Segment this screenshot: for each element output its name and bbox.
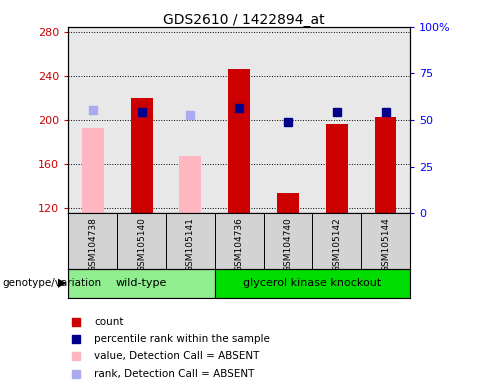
Text: genotype/variation: genotype/variation (2, 278, 102, 288)
Bar (375, 117, 396, 213)
Bar (68, 269, 215, 298)
Text: rank, Detection Call = ABSENT: rank, Detection Call = ABSENT (94, 369, 255, 379)
Bar (131, 98, 152, 213)
Text: GSM105140: GSM105140 (137, 218, 146, 273)
Text: GSM105141: GSM105141 (186, 218, 195, 273)
Text: GDS2610 / 1422894_at: GDS2610 / 1422894_at (163, 13, 325, 27)
Text: wild-type: wild-type (116, 278, 167, 288)
Text: GSM104738: GSM104738 (88, 218, 97, 273)
Bar (82, 127, 103, 213)
Text: count: count (94, 317, 124, 327)
Text: value, Detection Call = ABSENT: value, Detection Call = ABSENT (94, 351, 260, 361)
Text: GSM104740: GSM104740 (284, 218, 292, 272)
Text: GSM105142: GSM105142 (332, 218, 341, 272)
Bar (277, 194, 299, 213)
Polygon shape (58, 278, 66, 288)
Bar (215, 269, 410, 298)
Text: GSM104736: GSM104736 (235, 218, 244, 273)
Bar (228, 68, 250, 213)
Text: GSM105144: GSM105144 (381, 218, 390, 272)
Text: percentile rank within the sample: percentile rank within the sample (94, 334, 270, 344)
Text: glycerol kinase knockout: glycerol kinase knockout (243, 278, 382, 288)
Bar (180, 156, 201, 213)
Bar (326, 124, 347, 213)
